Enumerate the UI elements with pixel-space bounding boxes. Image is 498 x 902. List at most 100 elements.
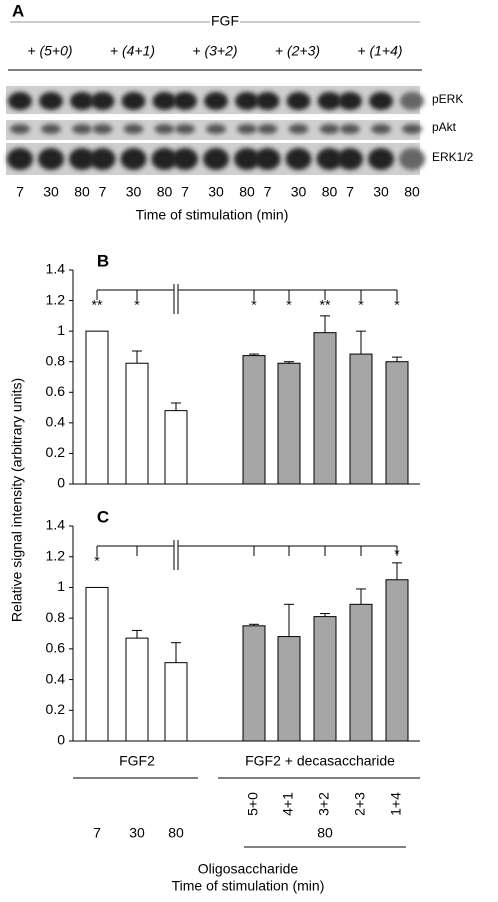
time-label: 80 <box>168 825 184 841</box>
blot-band <box>41 124 61 134</box>
significance: * <box>251 297 257 313</box>
y-tick-label: 1 <box>57 578 65 594</box>
bar <box>349 353 373 485</box>
blot-band <box>175 124 195 134</box>
y-tick-label: 0.4 <box>46 414 66 430</box>
time-label: 7 <box>181 184 189 200</box>
bar <box>349 603 373 742</box>
panel-label: C <box>97 507 109 526</box>
bar <box>277 636 301 742</box>
bar <box>313 616 337 742</box>
blot-band <box>338 92 362 110</box>
oligosaccharide-label: 4+1 <box>280 792 296 816</box>
blot-band <box>172 148 198 170</box>
band-label: pERK <box>432 92 463 106</box>
bar <box>85 586 109 742</box>
blot-band <box>38 148 64 170</box>
blot-band <box>70 92 94 110</box>
y-tick-label: 0 <box>57 475 65 491</box>
blot-band <box>151 148 178 170</box>
y-tick-label: 0.2 <box>46 701 66 717</box>
bar <box>385 361 409 485</box>
blot-band <box>400 92 424 110</box>
x-axis-title: Time of stimulation (min) <box>136 207 289 223</box>
blot-band <box>206 124 226 134</box>
condition-label: + (3+2) <box>192 43 237 59</box>
y-tick-label: 0.8 <box>46 352 66 368</box>
oligosaccharide-label: 5+0 <box>245 792 261 816</box>
blot-band <box>340 124 360 134</box>
y-tick-label: 0.6 <box>46 383 66 399</box>
row-title: Time of stimulation (min) <box>172 878 325 894</box>
blot-band <box>69 148 95 170</box>
condition-label: + (4+1) <box>110 43 155 59</box>
significance: * <box>134 297 140 313</box>
blot-band <box>173 92 197 110</box>
time-label: 30 <box>129 825 145 841</box>
time-label: 80 <box>317 825 333 841</box>
blot-band <box>121 92 146 110</box>
y-tick-label: 0.2 <box>46 444 66 460</box>
blot-band <box>120 148 147 170</box>
y-tick-label: 1.4 <box>46 261 66 277</box>
bar <box>313 332 337 485</box>
time-label: 80 <box>322 184 338 200</box>
time-label: 80 <box>157 184 173 200</box>
time-label: 7 <box>99 184 107 200</box>
time-label: 80 <box>74 184 90 200</box>
blot-band <box>399 148 425 170</box>
bar <box>164 662 188 742</box>
blot-band <box>237 124 257 134</box>
group-label: FGF2 + decasaccharide <box>245 753 395 769</box>
time-label: 30 <box>43 184 59 200</box>
treatment-label: FGF <box>211 13 239 29</box>
time-label: 7 <box>264 184 272 200</box>
y-tick-label: 0.4 <box>46 670 66 686</box>
y-tick-label: 0.8 <box>46 609 66 625</box>
y-axis-title: Relative signal intensity (arbitrary uni… <box>9 378 25 622</box>
y-tick-label: 1 <box>57 322 65 338</box>
blot-band <box>255 92 280 110</box>
blot-band <box>8 92 32 110</box>
time-label: 80 <box>404 184 420 200</box>
blot-band <box>92 124 113 134</box>
y-tick-label: 1.4 <box>46 517 66 533</box>
blot-band <box>254 148 281 170</box>
bar <box>164 410 188 485</box>
condition-label: + (1+4) <box>357 43 402 59</box>
significance: * <box>358 297 364 313</box>
bar <box>242 355 266 485</box>
blot-band <box>72 124 92 134</box>
time-label: 7 <box>16 184 24 200</box>
y-tick-label: 1.2 <box>46 547 66 563</box>
oligosaccharide-label: 1+4 <box>388 792 404 816</box>
row-title: Oligosaccharide <box>198 861 299 877</box>
blot-band <box>154 124 175 134</box>
time-label: 7 <box>346 184 354 200</box>
group-label: FGF2 <box>119 753 155 769</box>
blot-band <box>369 92 393 110</box>
blot-band <box>368 148 394 170</box>
bar <box>125 637 149 742</box>
time-label: 80 <box>239 184 255 200</box>
condition-label: + (5+0) <box>27 43 72 59</box>
time-label: 7 <box>93 825 101 841</box>
blot-band <box>235 92 259 110</box>
blot-band <box>337 148 363 170</box>
blot-band <box>316 148 343 170</box>
oligosaccharide-label: 3+2 <box>316 792 332 816</box>
bar <box>125 362 149 485</box>
time-label: 30 <box>126 184 142 200</box>
bar <box>385 579 409 742</box>
band-label: ERK1/2 <box>432 150 474 164</box>
blot-band <box>7 148 33 170</box>
panel-label: A <box>12 1 24 20</box>
y-tick-label: 1.2 <box>46 291 66 307</box>
blot-band <box>152 92 177 110</box>
blot-band <box>257 124 278 134</box>
panel-label: B <box>97 251 109 270</box>
bar <box>85 330 109 485</box>
significance: ** <box>320 297 331 313</box>
blot-band <box>203 148 229 170</box>
bar <box>277 362 301 485</box>
